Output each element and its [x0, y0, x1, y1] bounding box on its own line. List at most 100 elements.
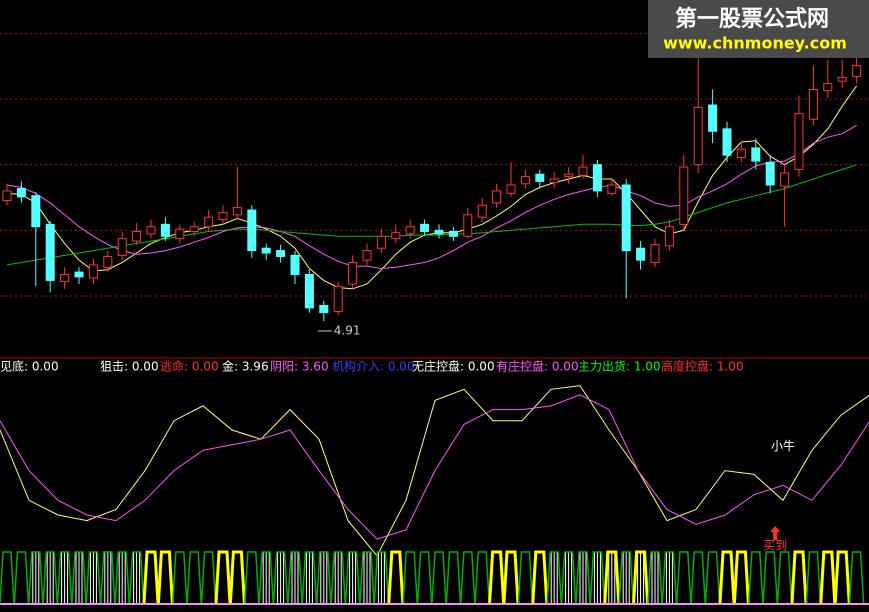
indicator-label: 见底: 0.00: [0, 359, 59, 374]
indicator-label: 金: 3.96: [222, 359, 269, 374]
candle-body: [276, 250, 286, 258]
signal-off: [0, 551, 15, 604]
signal-off: [186, 551, 202, 604]
signal-off: [330, 551, 346, 604]
signal-off: [676, 551, 692, 604]
signal-off: [704, 551, 721, 604]
candle-body: [852, 65, 862, 77]
signal-off: [546, 551, 562, 604]
candle-body: [218, 211, 228, 221]
signal-off: [301, 551, 318, 604]
candle-body: [2, 190, 12, 201]
signal-off: [244, 551, 260, 604]
indicator-label: 有庄控盘: 0.00: [496, 359, 579, 374]
candle-body: [204, 216, 214, 228]
signal-off: [100, 551, 116, 604]
indicator-label: 机构介入: 0.00: [332, 359, 415, 374]
signal-off: [748, 551, 764, 604]
candle-body: [189, 226, 199, 233]
signal-off: [661, 551, 678, 604]
signal-off: [848, 551, 865, 604]
indicator-row: 见底: 0.00 狙击: 0.00 逃命: 0.00 金: 3.96 阴阳: 3.60 机…: [0, 359, 744, 374]
signal-on: [732, 550, 750, 604]
signal-off: [344, 551, 361, 604]
candle-body: [16, 188, 26, 198]
watermark-title: 第一股票公式网: [675, 6, 829, 32]
signal-on: [603, 550, 621, 604]
signal-off: [56, 551, 73, 604]
signal-off: [85, 551, 102, 604]
signal-off: [114, 551, 130, 604]
indicator-label: 狙击: 0.00: [100, 360, 159, 374]
signal-off: [128, 551, 145, 604]
signal-on: [488, 550, 506, 604]
candle-body: [74, 271, 84, 278]
oscillator-line: [0, 394, 869, 540]
signal-on: [228, 550, 246, 604]
oscillator-line: [0, 385, 869, 557]
candle-body: [333, 285, 343, 312]
candle-body: [304, 273, 314, 309]
candle-body: [837, 77, 847, 82]
signal-on: [502, 550, 520, 604]
candle-body: [477, 204, 487, 218]
candle-body: [160, 223, 170, 237]
candle-body: [578, 166, 588, 176]
candle-body: [434, 229, 444, 235]
signal-off: [690, 551, 706, 604]
signal-on: [142, 550, 160, 604]
moving-average-line: [6, 85, 858, 290]
candle-body: [405, 226, 415, 235]
candle-body: [564, 173, 574, 178]
signal-on: [833, 550, 851, 604]
signal-off: [647, 551, 663, 604]
signal-on: [718, 550, 736, 604]
candle-body: [117, 238, 127, 256]
candle-body: [751, 147, 761, 162]
candle-body: [592, 164, 602, 192]
oscillator-panel: 小牛: [0, 385, 869, 557]
candle-body: [247, 209, 257, 252]
candle-body: [549, 178, 559, 184]
signal-off: [575, 551, 591, 604]
annotation: 买到: [763, 539, 787, 553]
signal-off: [762, 551, 778, 604]
signal-off: [445, 551, 462, 604]
candle-body: [348, 262, 358, 285]
candle-body: [146, 226, 156, 235]
watermark-box: [648, 0, 869, 58]
signal-off: [316, 551, 332, 604]
signal-off: [474, 551, 490, 604]
candle-body: [492, 190, 502, 204]
signal-off: [402, 551, 418, 604]
indicator-label: 阴阳: 3.60: [270, 360, 329, 374]
signal-off: [776, 551, 793, 604]
candle-body: [765, 161, 775, 186]
signal-off: [172, 551, 188, 604]
candle-body: [103, 256, 113, 268]
signal-off: [805, 551, 822, 604]
candle-body: [31, 195, 41, 228]
candle-body: [736, 148, 746, 159]
moving-average-line: [6, 124, 857, 270]
signal-off: [560, 551, 577, 604]
candle-body: [88, 264, 98, 279]
signal-off: [373, 551, 390, 604]
annotation: 4.91: [334, 324, 361, 338]
signal-off: [589, 551, 606, 604]
signal-off: [71, 551, 87, 604]
signal-off: [517, 551, 534, 604]
moving-average-line: [6, 164, 857, 266]
signal-arrow: [770, 526, 781, 540]
signal-off: [287, 551, 303, 604]
signal-off: [13, 551, 30, 604]
annotation: 小牛: [771, 438, 795, 453]
candle-body: [808, 89, 818, 120]
candle-body: [823, 83, 833, 92]
candle-body: [506, 184, 516, 194]
candle-body: [175, 228, 185, 240]
signal-on: [214, 550, 232, 604]
signal-off: [258, 551, 274, 604]
